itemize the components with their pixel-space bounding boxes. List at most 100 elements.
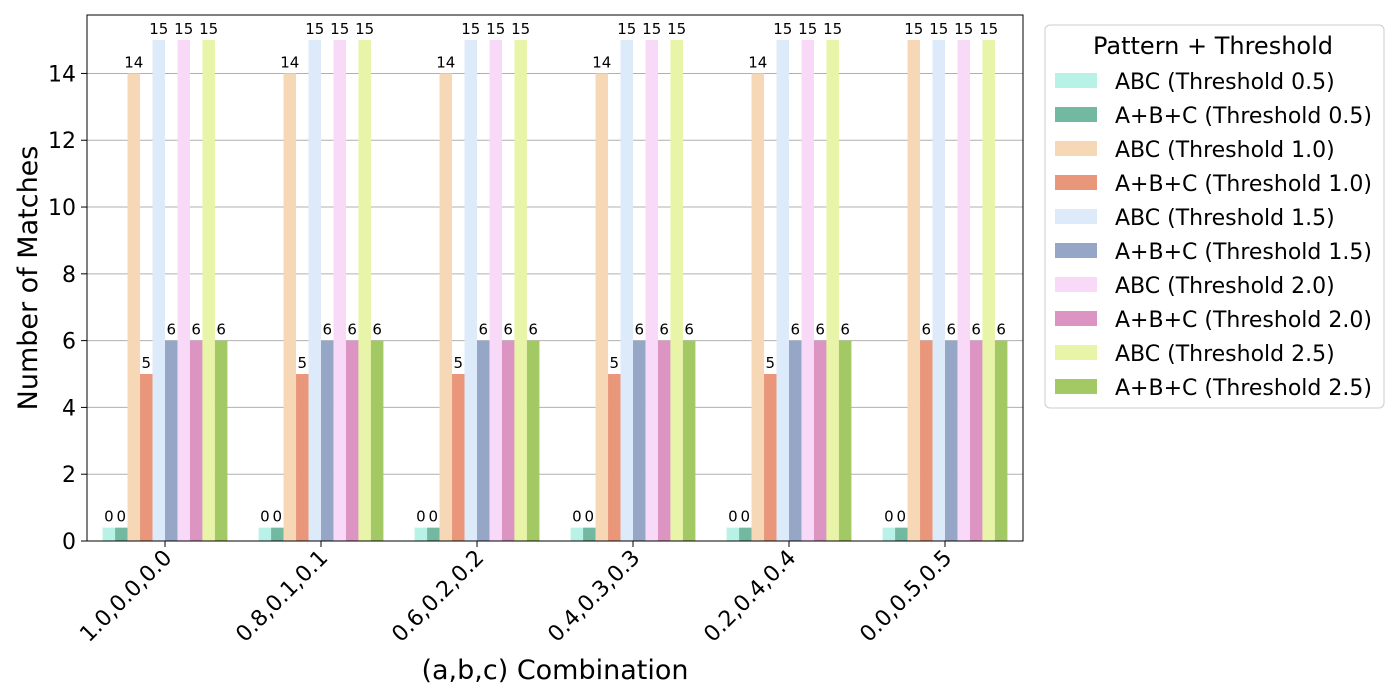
- bar-value-label: 15: [461, 20, 480, 38]
- bar-value-label: 15: [798, 20, 817, 38]
- bar: [271, 527, 284, 541]
- bar-value-label: 15: [904, 20, 923, 38]
- legend-items: ABC (Threshold 0.5) A+B+C (Threshold 0.5)…: [1055, 70, 1372, 401]
- bar-value-label: 0: [728, 508, 738, 526]
- y-axis: 0 2 4 6 8 10 12 14: [48, 62, 87, 555]
- bar-value-label: 15: [954, 20, 973, 38]
- bar-value-label: 15: [330, 20, 349, 38]
- bar: [321, 340, 334, 541]
- bar: [214, 340, 228, 541]
- bar: [189, 340, 203, 541]
- legend-swatch: [1055, 345, 1097, 360]
- bar: [464, 40, 477, 542]
- bar: [945, 340, 958, 541]
- bar-value-label: 6: [684, 321, 694, 339]
- bar-value-label: 6: [478, 321, 488, 339]
- bar-value-label: 15: [667, 20, 686, 38]
- bar-value-label: 6: [922, 321, 932, 339]
- bar: [370, 340, 384, 541]
- bar-value-label: 0: [897, 508, 907, 526]
- bar: [127, 73, 141, 541]
- bar-value-label: 6: [166, 321, 176, 339]
- bar: [489, 40, 502, 542]
- bar: [801, 40, 814, 542]
- bar-value-label: 15: [174, 20, 193, 38]
- bar: [751, 73, 765, 541]
- bar-value-label: 5: [454, 354, 464, 372]
- bar: [982, 40, 995, 542]
- bar-value-label: 5: [766, 354, 776, 372]
- y-tick-label: 4: [62, 396, 76, 421]
- legend-label: A+B+C (Threshold 2.5): [1115, 376, 1372, 401]
- bar-value-label: 15: [823, 20, 842, 38]
- bar: [764, 374, 777, 541]
- bar: [932, 40, 945, 542]
- bar-value-label: 6: [840, 321, 850, 339]
- grid-lines: [87, 72, 1023, 542]
- bar-value-label: 6: [971, 321, 981, 339]
- bar-value-label: 0: [104, 508, 114, 526]
- y-tick-label: 6: [62, 330, 76, 355]
- bar: [776, 40, 789, 542]
- legend-label: ABC (Threshold 2.0): [1115, 274, 1335, 299]
- bar-value-label: 0: [260, 508, 270, 526]
- bar-value-label: 6: [946, 321, 956, 339]
- bar-value-label: 6: [503, 321, 513, 339]
- bar-value-label: 15: [199, 20, 218, 38]
- bar-value-label: 6: [322, 321, 332, 339]
- bar: [739, 527, 752, 541]
- x-tick-label: 0.6,0.2,0.2: [387, 546, 489, 648]
- bar: [427, 527, 440, 541]
- bar-value-label: 0: [429, 508, 439, 526]
- bar: [620, 40, 633, 542]
- bar: [583, 527, 596, 541]
- bar: [177, 40, 190, 542]
- legend-swatch: [1055, 209, 1097, 224]
- x-tick-label: 1.0,0.0,0.0: [75, 546, 177, 648]
- x-tick-label: 0.2,0.4,0.4: [699, 546, 801, 648]
- bar-value-label: 6: [216, 321, 226, 339]
- legend-swatch: [1055, 277, 1097, 292]
- bar-value-label: 0: [416, 508, 426, 526]
- bar: [526, 340, 540, 541]
- bar-value-label: 0: [273, 508, 283, 526]
- bar: [907, 40, 921, 542]
- bar-value-label: 6: [528, 321, 538, 339]
- bar: [645, 40, 658, 542]
- bar-value-label: 15: [773, 20, 792, 38]
- legend-label: A+B+C (Threshold 0.5): [1115, 104, 1372, 129]
- bar: [682, 340, 696, 541]
- legend-label: ABC (Threshold 1.0): [1115, 138, 1335, 163]
- bar: [670, 40, 683, 542]
- bar: [882, 527, 896, 541]
- y-tick-label: 0: [62, 530, 76, 555]
- bar: [477, 340, 490, 541]
- bar-value-label: 0: [884, 508, 894, 526]
- legend-label: A+B+C (Threshold 2.0): [1115, 308, 1372, 333]
- bar-value-label: 14: [592, 53, 611, 71]
- bar-value-label: 6: [815, 321, 825, 339]
- bar: [258, 527, 272, 541]
- bar: [920, 340, 933, 541]
- bar: [501, 340, 515, 541]
- bar-value-label: 15: [642, 20, 661, 38]
- legend-title: Pattern + Threshold: [1093, 32, 1333, 60]
- bar-value-label: 5: [610, 354, 620, 372]
- x-tick-label: 0.0,0.5,0.5: [855, 546, 957, 648]
- bar-value-label: 5: [298, 354, 308, 372]
- bar: [283, 73, 297, 541]
- bar: [813, 340, 827, 541]
- bar: [570, 527, 584, 541]
- legend-swatch: [1055, 311, 1097, 326]
- bar-value-label: 15: [511, 20, 530, 38]
- bar: [838, 340, 852, 541]
- bar-value-label: 15: [149, 20, 168, 38]
- legend-label: A+B+C (Threshold 1.5): [1115, 240, 1372, 265]
- bar-value-label: 6: [372, 321, 382, 339]
- bar: [414, 527, 428, 541]
- bar: [608, 374, 621, 541]
- x-tick-label: 0.8,0.1,0.1: [231, 546, 333, 648]
- bar: [296, 374, 309, 541]
- bar-value-label: 6: [790, 321, 800, 339]
